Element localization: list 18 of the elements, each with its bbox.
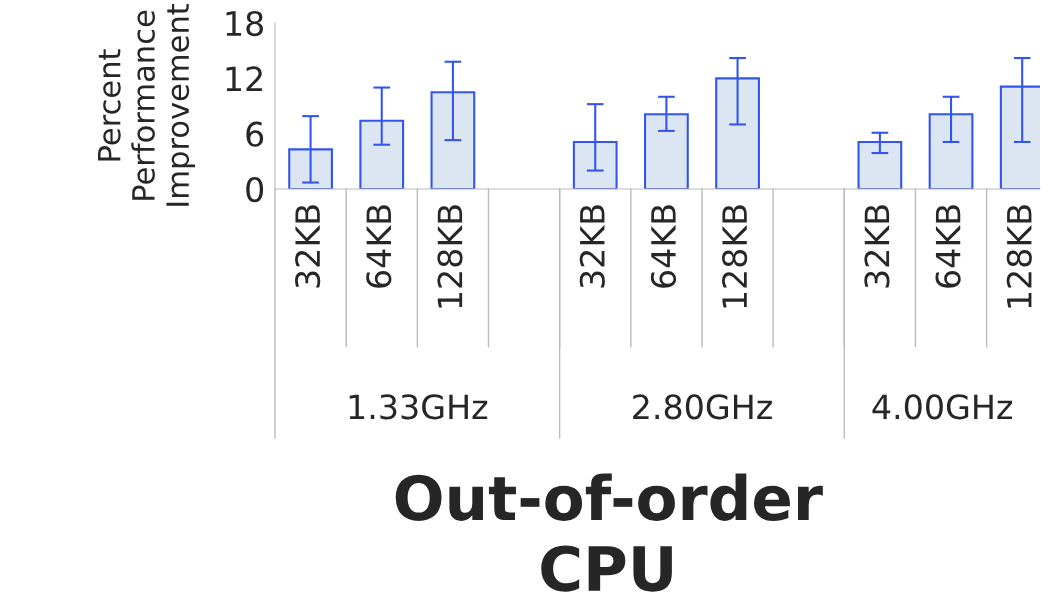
x-tick-label: 128KB (437, 205, 463, 308)
x-tick-label: 64KB (650, 205, 677, 288)
text: 2.80GHz (633, 394, 772, 420)
y-tick-label: 0 (246, 176, 264, 203)
y-tick-label: 12 (226, 66, 262, 91)
text: 1.33GHz (349, 394, 488, 420)
x-tick-label: 128KB (1006, 205, 1032, 308)
x-tick-label: 128KB (722, 205, 748, 308)
text: Out-of-order CPU (395, 473, 823, 592)
y-tick-label: 18 (226, 10, 263, 37)
x-tick-label: 64KB (366, 205, 392, 288)
x-tick-label: 32KB (579, 205, 605, 288)
x-tick-label: 64KB (935, 205, 961, 288)
x-tick-label: 32KB (864, 205, 890, 288)
y-axis-title: Percent Performance Improvement (98, 3, 196, 206)
y-tick-label: 6 (246, 121, 264, 147)
text: 4.00GHz (872, 394, 1013, 420)
x-tick-label: 32KB (295, 205, 321, 288)
